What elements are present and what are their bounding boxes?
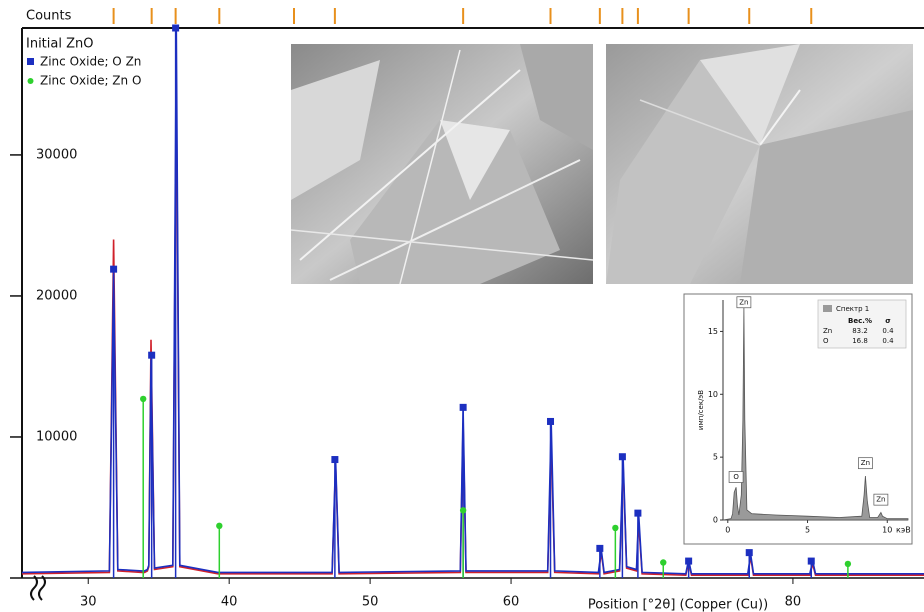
peak-label: Zn bbox=[876, 496, 885, 504]
x-tick-label: 10 bbox=[882, 526, 892, 535]
x-tick-label: 50 bbox=[362, 595, 379, 610]
peak-label-box bbox=[873, 493, 889, 506]
y-axis-label: имп/сек/эВ bbox=[697, 390, 705, 430]
x-tick-label: 40 bbox=[221, 595, 238, 610]
marker bbox=[459, 403, 467, 411]
peak-label: Zn bbox=[739, 298, 748, 306]
x-tick-label: 5 bbox=[805, 526, 810, 535]
marker bbox=[612, 524, 619, 532]
marker bbox=[547, 417, 555, 425]
y-tick-label: 20000 bbox=[36, 288, 77, 303]
marker bbox=[596, 544, 604, 552]
y-tick-label: 10 bbox=[708, 390, 718, 399]
marker bbox=[745, 549, 753, 557]
marker bbox=[459, 507, 467, 514]
marker bbox=[807, 557, 815, 565]
marker bbox=[844, 560, 852, 568]
sem-image-2 bbox=[606, 44, 913, 284]
table-cell: 83.2 bbox=[852, 327, 868, 335]
marker bbox=[110, 265, 118, 273]
y-axis-label: Counts bbox=[26, 9, 72, 24]
x-axis-unit: кэВ bbox=[896, 526, 911, 535]
table-cell: 0.4 bbox=[882, 327, 894, 335]
table-header: σ bbox=[885, 317, 891, 325]
table-cell: O bbox=[823, 337, 829, 345]
legend-label: Zinc Oxide; O Zn bbox=[40, 55, 141, 69]
x-tick-label: 60 bbox=[503, 595, 520, 610]
peak-label-box bbox=[728, 471, 744, 483]
marker bbox=[216, 522, 223, 530]
y-tick-label: 30000 bbox=[36, 147, 77, 162]
axis-break bbox=[30, 575, 46, 601]
table-cell: Zn bbox=[823, 327, 832, 335]
legend-box bbox=[817, 299, 907, 349]
marker bbox=[140, 395, 147, 403]
y-tick-label: 15 bbox=[708, 327, 718, 336]
marker bbox=[634, 509, 642, 517]
profile-line bbox=[21, 27, 924, 575]
legend-label: Zinc Oxide; Zn O bbox=[40, 74, 141, 88]
legend-label: Спектр 1 bbox=[836, 305, 869, 313]
x-tick-label: 0 bbox=[725, 526, 730, 535]
table-header: Вес.% bbox=[848, 317, 872, 325]
x-tick-label: 30 bbox=[80, 595, 97, 610]
legend-swatch bbox=[27, 58, 34, 65]
y-tick-label: 10000 bbox=[36, 429, 77, 444]
y-tick-label: 5 bbox=[713, 453, 718, 462]
peak-label: Zn bbox=[861, 459, 870, 467]
marker bbox=[660, 559, 667, 566]
legend-title: Initial ZnO bbox=[26, 37, 93, 52]
spectrum-area bbox=[722, 306, 909, 521]
table-cell: 16.8 bbox=[852, 337, 868, 345]
marker bbox=[331, 456, 339, 464]
peak-label: O bbox=[733, 473, 739, 481]
y-tick-label: 0 bbox=[713, 516, 718, 525]
peak-label-box bbox=[858, 457, 873, 470]
peak-label-box bbox=[736, 296, 752, 309]
table-cell: 0.4 bbox=[882, 337, 894, 345]
legend-swatch bbox=[27, 78, 34, 84]
marker bbox=[148, 351, 156, 359]
x-tick-label: 80 bbox=[785, 595, 802, 610]
legend-swatch bbox=[823, 305, 832, 312]
marker bbox=[618, 453, 626, 461]
x-axis-label: Position [°2θ] (Copper (Cu)) bbox=[588, 598, 768, 612]
marker bbox=[685, 557, 693, 565]
sem-image-1 bbox=[290, 44, 594, 285]
marker bbox=[172, 24, 180, 32]
